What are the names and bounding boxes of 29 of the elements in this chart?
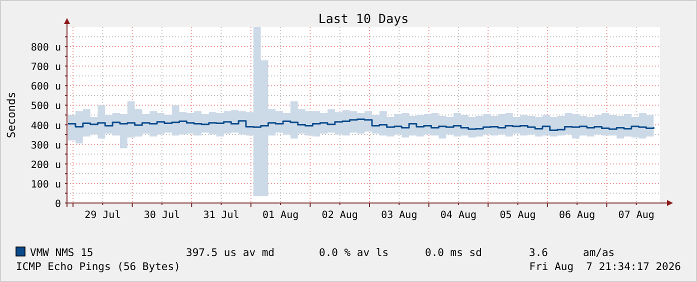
y-axis-title: Seconds [5,92,18,138]
y-tick-label: 700 u [30,62,61,74]
text: am/as [583,247,615,259]
text: 0.0 % av ls [319,247,389,259]
y-tick-label: 600 u [30,82,61,93]
text: ICMP Echo Pings (56 Bytes) [16,261,180,273]
text: 0.0 ms sd [425,247,482,259]
y-tick-label: 300 u [30,140,61,152]
x-tick-label: 29 Jul [84,210,121,221]
text: 3.6 [529,247,548,259]
x-tick-label: 04 Aug [440,210,477,221]
x-tick-label: 05 Aug [500,210,536,221]
x-tick-label: 06 Aug [559,210,596,221]
y-tick-label: 800 u [30,42,61,54]
text: 397.5 us av md [186,247,275,259]
x-tick-label: 31 Jul [203,210,240,221]
y-tick-label: 500 u [30,101,61,112]
y-tick-label: 0 [54,199,61,210]
x-tick-label: 01 Aug [262,210,299,221]
chart-title: Last 10 Days [318,11,409,26]
text: Fri Aug 7 21:34:17 2026 [529,261,681,273]
x-tick-label: 07 Aug [618,210,654,221]
y-tick-label: 400 u [30,120,61,132]
x-tick-label: 03 Aug [381,210,418,221]
x-tick-label: 30 Jul [144,210,180,221]
y-tick-label: 200 u [30,160,61,171]
x-tick-label: 02 Aug [322,210,358,221]
y-tick-label: 100 u [30,179,61,190]
legend-label: VMW NMS 15 [30,247,94,259]
